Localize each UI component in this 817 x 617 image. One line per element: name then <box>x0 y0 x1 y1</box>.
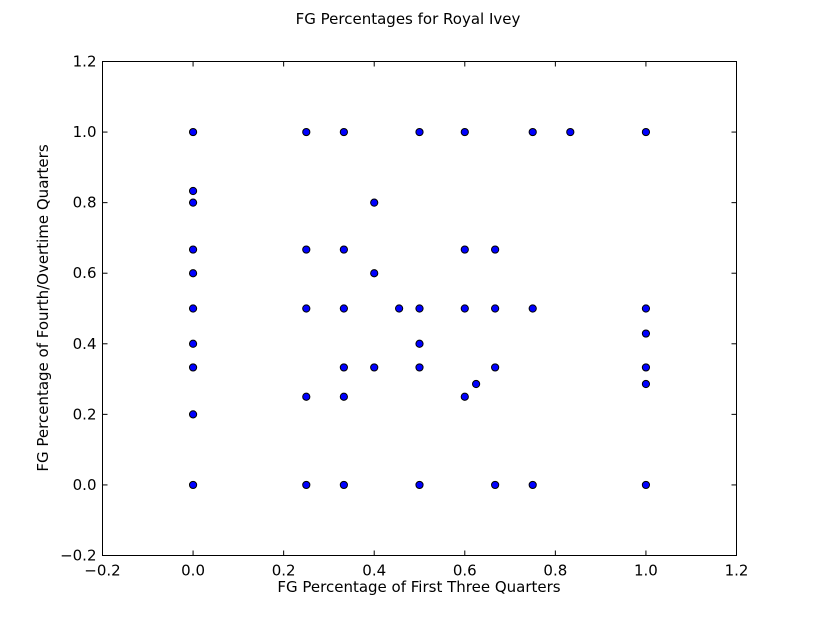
data-point <box>395 304 404 313</box>
data-point <box>339 127 348 137</box>
y-tick-label: 0.6 <box>73 264 97 282</box>
x-axis-label: FG Percentage of First Three Quarters <box>277 578 560 596</box>
data-point <box>339 392 348 401</box>
x-tick-label: 0.0 <box>181 562 205 580</box>
data-point <box>491 363 500 372</box>
chart-title: FG Percentages for Royal Ivey <box>296 10 521 28</box>
data-point <box>370 363 379 372</box>
data-point <box>188 363 198 372</box>
data-point <box>302 245 311 254</box>
data-point <box>415 127 424 137</box>
data-point <box>339 304 348 313</box>
data-point <box>302 480 311 490</box>
data-point <box>566 127 575 137</box>
data-point <box>641 329 651 338</box>
data-point <box>415 363 424 372</box>
x-tick-label: 0.6 <box>453 562 477 580</box>
data-point <box>641 304 651 313</box>
data-point <box>641 379 651 389</box>
data-point <box>302 127 311 137</box>
data-point <box>339 480 348 490</box>
data-points <box>188 127 651 490</box>
x-tick-label: −0.2 <box>84 562 120 580</box>
data-point <box>415 339 424 348</box>
data-point <box>528 304 537 313</box>
y-tick-label: 0.4 <box>73 335 97 353</box>
data-point <box>188 127 198 137</box>
data-point <box>188 410 198 419</box>
data-point <box>188 304 198 313</box>
data-point <box>415 304 424 313</box>
data-point <box>491 480 500 490</box>
data-point <box>188 198 198 207</box>
x-tick-label: 0.2 <box>272 562 296 580</box>
data-point <box>460 304 469 313</box>
axis-ticks: −0.2 0.0 0.2 0.4 0.6 0.8 1.0 1.2 −0.2 0.0 0.2 0.4 0.… <box>60 53 748 580</box>
data-point <box>302 392 311 401</box>
data-point <box>188 339 198 348</box>
data-point <box>641 480 651 490</box>
y-tick-label: 1.0 <box>73 123 97 141</box>
data-point <box>491 304 500 313</box>
data-point <box>370 198 379 207</box>
data-point <box>528 127 537 137</box>
y-tick-label: 0.2 <box>73 405 97 423</box>
data-point <box>528 480 537 490</box>
data-point <box>460 392 469 401</box>
x-tick-label: 1.0 <box>634 562 658 580</box>
x-tick-label: 0.8 <box>543 562 567 580</box>
data-point <box>370 269 379 278</box>
data-point <box>460 127 469 137</box>
data-point <box>472 379 481 389</box>
data-point <box>641 363 651 372</box>
data-point <box>415 480 424 490</box>
y-axis-label: FG Percentage of Fourth/Overtime Quarter… <box>34 144 52 471</box>
x-tick-label: 1.2 <box>725 562 749 580</box>
x-tick-label: 0.4 <box>362 562 386 580</box>
y-tick-label: −0.2 <box>60 547 96 565</box>
data-point <box>339 245 348 254</box>
y-tick-label: 1.2 <box>73 53 97 71</box>
data-point <box>339 363 348 372</box>
data-point <box>188 186 198 196</box>
y-tick-label: 0.8 <box>73 194 97 212</box>
data-point <box>188 269 198 278</box>
data-point <box>188 245 198 254</box>
data-point <box>302 304 311 313</box>
data-point <box>460 245 469 254</box>
data-point <box>188 480 198 490</box>
data-point <box>491 245 500 254</box>
data-point <box>641 127 651 137</box>
y-tick-label: 0.0 <box>73 476 97 494</box>
